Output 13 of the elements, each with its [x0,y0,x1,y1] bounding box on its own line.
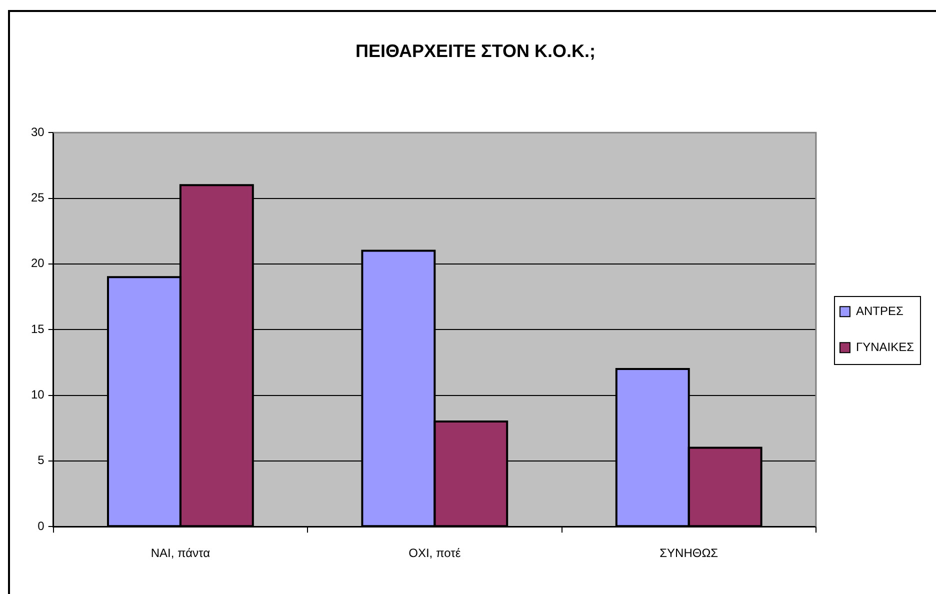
x-tick-label: ΟΧΙ, ποτέ [408,546,462,560]
chart-title: ΠΕΙΘΑΡΧΕΙΤΕ ΣΤΟΝ Κ.Ο.Κ.; [355,40,596,61]
y-tick-label: 10 [30,388,45,402]
y-tick-label: 0 [38,518,45,533]
y-tick-label: 5 [38,453,45,468]
y-tick-label: 30 [30,124,45,139]
x-tick-label: ΣΥΝΗΘΩΣ [660,546,718,560]
legend-label: ΓΥΝΑΙΚΕΣ [856,340,914,354]
legend-label: ΑΝΤΡΕΣ [856,304,904,318]
y-tick-label: 25 [30,190,45,205]
y-tick-label: 20 [30,256,45,270]
x-tick-label: ΝΑΙ, πάντα [150,546,210,560]
y-tick-label: 15 [30,322,45,336]
